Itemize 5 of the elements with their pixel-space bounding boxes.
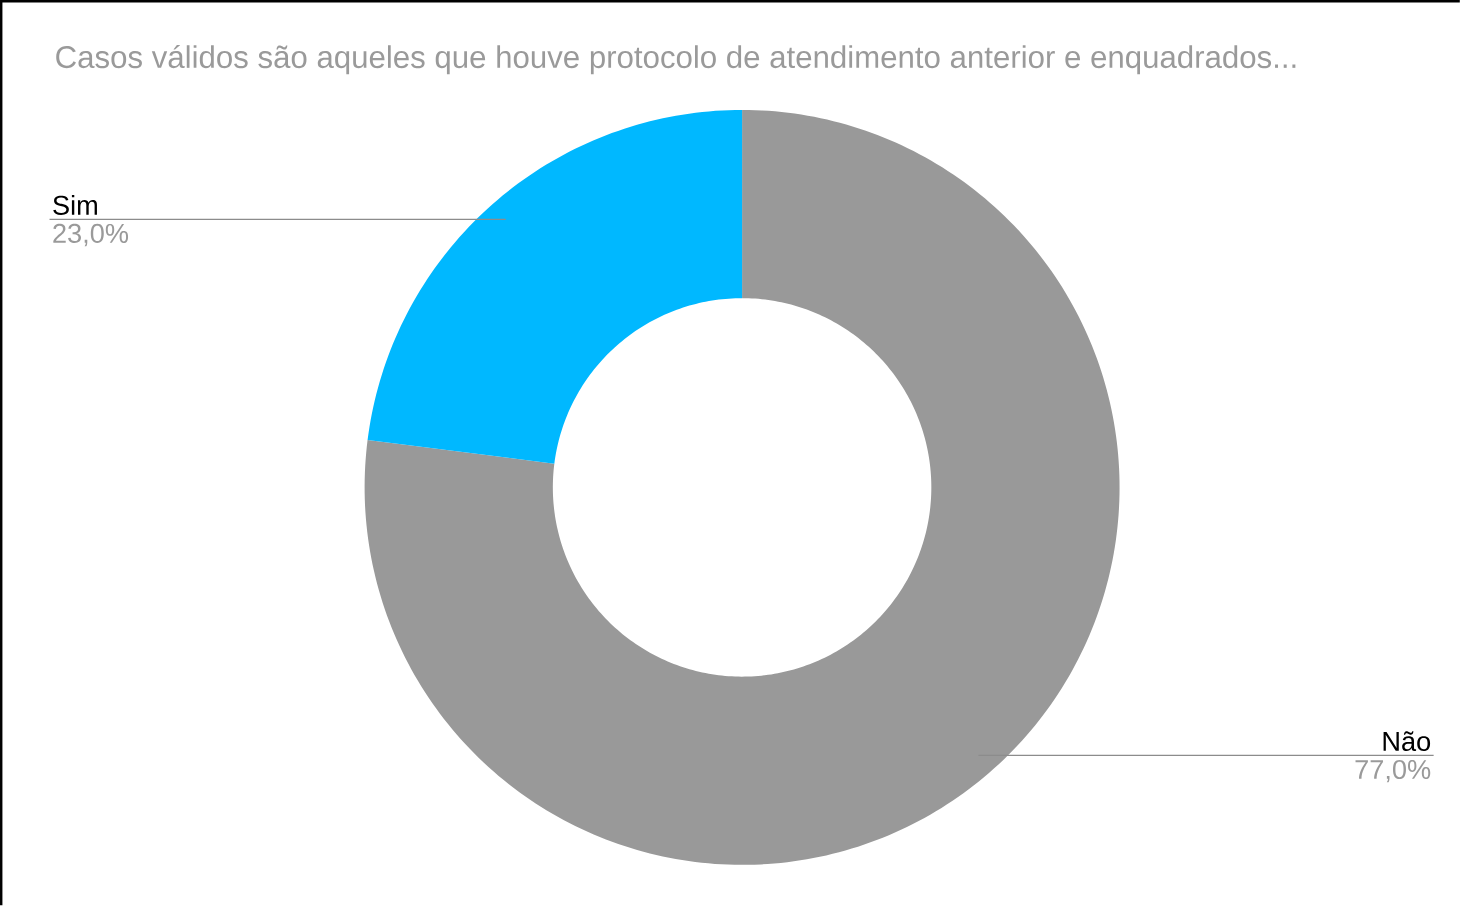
slice-label: Sim (53, 194, 97, 215)
chart-title: Casos válidos são aqueles que houve protocolo de atendimento anterior e enquadrados... (56, 44, 1296, 75)
data-label: 23,0% (53, 223, 129, 247)
data-label: 77,0% (1355, 759, 1431, 783)
slice-label: Não (1383, 731, 1431, 751)
